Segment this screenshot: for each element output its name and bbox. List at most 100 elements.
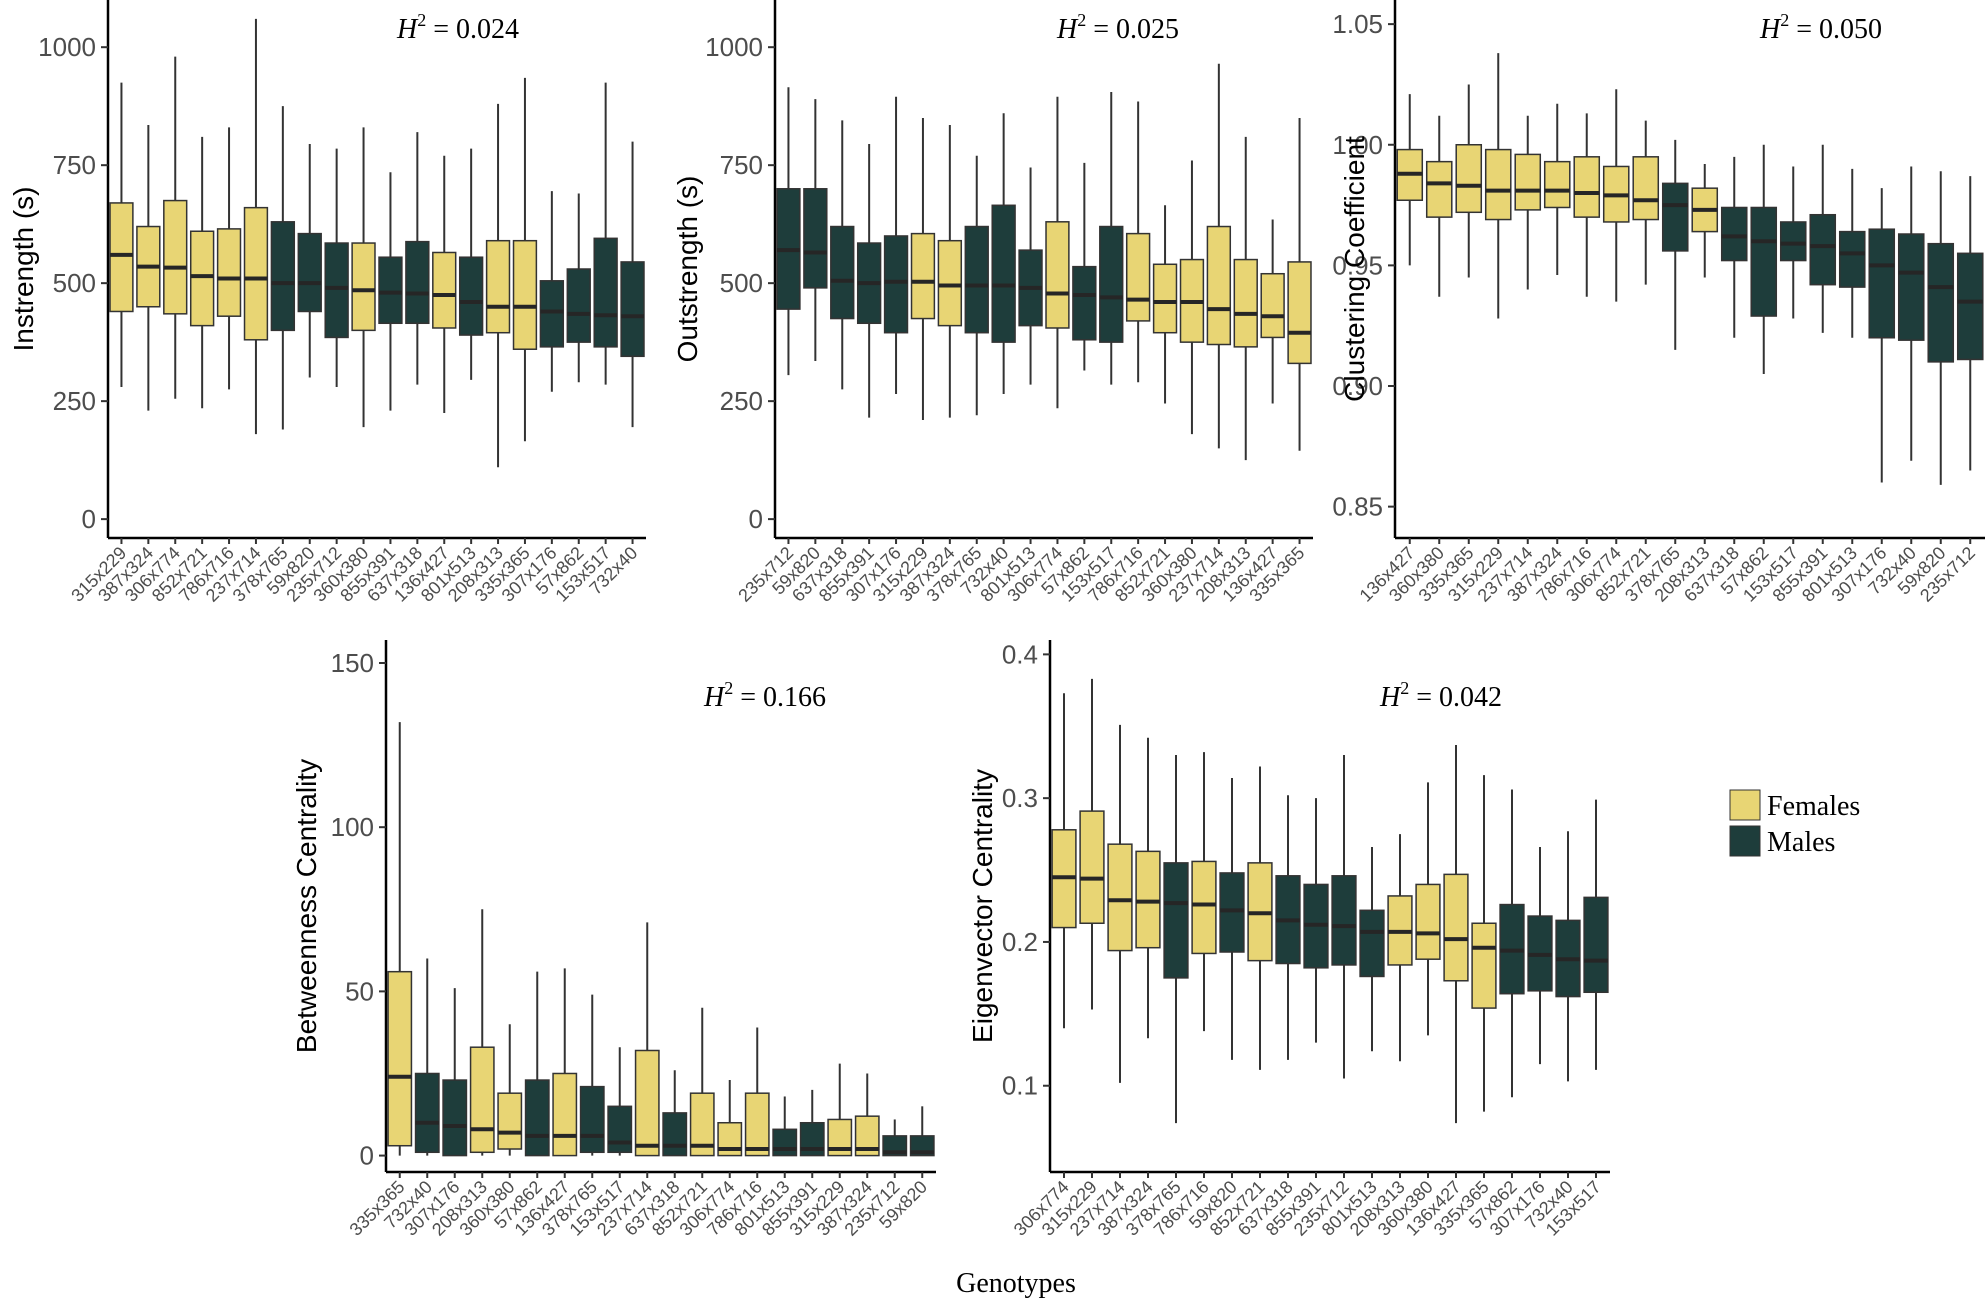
box-786x716: 786x716 [1150, 752, 1217, 1240]
box-iqr [1206, 225, 1232, 346]
box-iqr [1072, 265, 1097, 341]
box-57x862: 57x862 [1465, 789, 1525, 1233]
box-iqr [566, 268, 591, 343]
box-iqr [1471, 922, 1497, 1009]
box-iqr [1125, 232, 1151, 322]
box-iqr [1152, 263, 1178, 334]
box-iqr [1045, 221, 1070, 329]
box-iqr [1868, 228, 1896, 339]
box-iqr [620, 261, 645, 358]
y-tick-label: 250 [720, 386, 763, 416]
box-iqr [1191, 860, 1217, 955]
box-732x40: 732x40 [585, 141, 645, 599]
box-306x774: 306x774 [121, 56, 188, 606]
box-378x765: 378x765 [1122, 755, 1189, 1240]
box-iqr [405, 240, 430, 325]
y-tick-label: 250 [53, 386, 96, 416]
box-iqr [1219, 872, 1245, 953]
box-iqr [772, 1128, 798, 1157]
box-iqr [1107, 843, 1133, 952]
y-tick-label: 0 [82, 504, 96, 534]
box-378x765: 378x765 [229, 106, 296, 606]
heritability-annotation: H2 = 0.025 [1056, 10, 1179, 45]
box-iqr [1099, 225, 1124, 343]
legend: Females Males [1729, 789, 1860, 858]
box-iqr [351, 242, 376, 332]
box-iqr [1897, 233, 1925, 341]
box-iqr [512, 239, 538, 350]
y-tick-label: 0.4 [1002, 639, 1038, 669]
box-855x391: 855x391 [336, 172, 403, 606]
box-iqr [910, 232, 936, 320]
box-iqr [964, 225, 989, 334]
y-tick-label: 50 [345, 976, 374, 1006]
chart-panels: 0 250 500 750 1000 Instrength (s) H2 = 0.024 31… [8, 0, 1985, 1240]
box-387x324: 387x324 [896, 125, 963, 606]
legend-swatch-males [1729, 825, 1761, 857]
box-335x365: 335x365 [471, 77, 538, 606]
box-iqr [1543, 160, 1571, 209]
box-237x714: 237x714 [1066, 724, 1133, 1240]
box-315x229: 315x229 [1038, 678, 1105, 1240]
box-153x517: 153x517 [1542, 799, 1609, 1240]
box-iqr [1233, 258, 1258, 348]
box-iqr [1079, 810, 1105, 925]
box-iqr [662, 1112, 688, 1157]
box-iqr [593, 237, 618, 348]
box-iqr [991, 204, 1016, 343]
box-iqr [243, 206, 269, 341]
box-iqr [189, 230, 215, 327]
box-iqr [270, 221, 296, 332]
box-iqr [883, 235, 909, 334]
box-786x716: 786x716 [175, 127, 242, 606]
box-iqr [1135, 850, 1161, 949]
y-tick-label: 1000 [38, 32, 96, 62]
panel-eigenvector: 0.1 0.2 0.3 0.4 Eigenvector Centrality H2 = 0… [967, 639, 1610, 1240]
box-iqr [1484, 148, 1512, 221]
heritability-annotation: H2 = 0.050 [1759, 10, 1882, 45]
box-59x820: 59x820 [1185, 778, 1245, 1233]
box-iqr [1415, 883, 1441, 960]
box-iqr [579, 1085, 605, 1154]
box-iqr [1661, 182, 1689, 252]
y-axis-label: Instrength (s) [8, 187, 39, 352]
box-iqr [387, 970, 413, 1147]
box-315x229: 315x229 [1444, 53, 1512, 606]
y-axis-label: Outstrength (s) [672, 176, 703, 363]
box-iqr [1163, 862, 1189, 979]
box-iqr [1632, 156, 1660, 221]
box-iqr [1956, 252, 1984, 361]
box-59x820: 59x820 [263, 143, 322, 599]
box-iqr [1583, 896, 1609, 994]
box-iqr [378, 256, 403, 325]
box-732x40: 732x40 [957, 113, 1016, 599]
box-387x324: 387x324 [94, 125, 161, 606]
box-iqr [634, 1049, 660, 1157]
box-235x712: 235x712 [1916, 176, 1984, 606]
box-786x716: 786x716 [1084, 101, 1151, 606]
box-iqr [297, 232, 322, 313]
box-iqr [1573, 156, 1601, 218]
box-iqr [1809, 213, 1837, 286]
y-tick-label: 1.05 [1332, 9, 1383, 39]
y-tick-label: 750 [720, 150, 763, 180]
box-iqr [1443, 873, 1469, 982]
box-136x427: 136x427 [1402, 744, 1469, 1240]
box-iqr [432, 251, 457, 329]
heritability-annotation: H2 = 0.166 [703, 678, 826, 713]
y-tick-label: 0.2 [1002, 927, 1038, 957]
box-153x517: 153x517 [1057, 92, 1124, 606]
box-iqr [539, 280, 565, 348]
heritability-annotation: H2 = 0.024 [396, 10, 519, 45]
y-tick-label: 500 [720, 268, 763, 298]
y-tick-label: 150 [331, 648, 374, 678]
box-iqr [497, 1092, 523, 1150]
box-iqr [1720, 206, 1748, 262]
legend-swatch-females [1729, 789, 1761, 821]
box-59x820: 59x820 [768, 99, 828, 599]
box-iqr [830, 225, 855, 320]
panel-betweenness: 0 50 100 150 Betweenness Centrality H2 = 0.16… [291, 640, 936, 1240]
y-tick-label: 1000 [705, 32, 763, 62]
y-tick-label: 100 [331, 812, 374, 842]
box-335x365: 335x365 [346, 722, 413, 1240]
